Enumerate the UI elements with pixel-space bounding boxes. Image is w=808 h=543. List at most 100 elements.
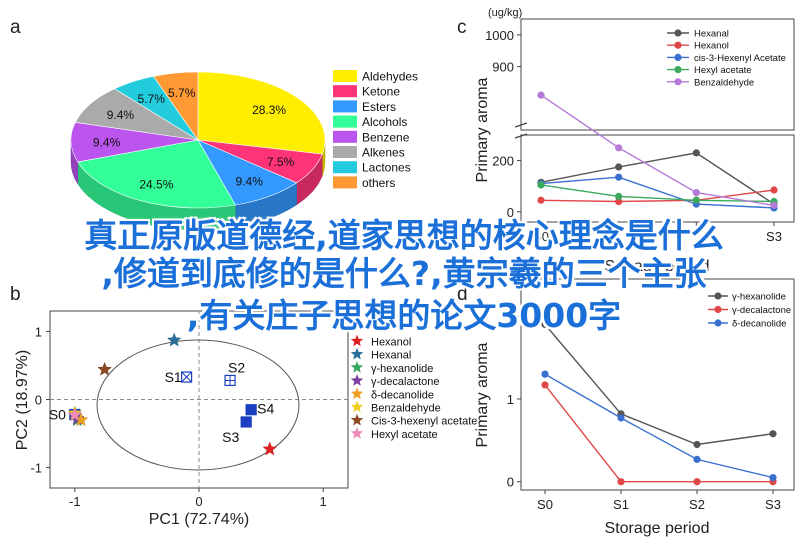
pie-label-esters: 9.4% <box>236 175 264 189</box>
d-point-2-0 <box>541 370 549 378</box>
pie-slice-labels: 28.3%7.5%9.4%24.5%9.4%9.4%5.7% 5.7% <box>93 86 295 192</box>
sample-label-s3: S3 <box>222 429 239 445</box>
line-chart-d: 0 1 2 S0 S1 S2 S3 γ-hexanolide γ-decalactone δ-d… <box>474 278 795 537</box>
d-point-2-2 <box>693 455 701 463</box>
c-point-0-1 <box>615 163 623 171</box>
pca-ytick-label: 1 <box>35 324 42 339</box>
line-chart-c: (ug/kg) 1000 900 200 0 S0 S3 HexanalHexanolci… <box>474 7 795 275</box>
legend-label-alcohols: Alcohols <box>362 115 407 129</box>
c-legend-label-4: Benzaldehyde <box>694 77 754 88</box>
c-ytick-label: 1000 <box>485 28 514 43</box>
d-point-1-2 <box>693 478 701 486</box>
overlay-headline-line-3: ,有关庄子思想的论文3000字 <box>186 296 622 335</box>
pca-ytick-label: 0 <box>35 393 42 408</box>
pca-legend-label-3: γ-decalactone <box>371 376 440 388</box>
pca-xtick-label: 1 <box>320 494 327 509</box>
pca-ylabel: PC2 (18.97%) <box>14 350 31 451</box>
c-ytick-label: 200 <box>492 154 514 169</box>
d-legend-label-2: δ-decanolide <box>732 319 786 330</box>
c-point-0-2 <box>692 149 700 157</box>
chart-c-frame-lower <box>520 134 795 223</box>
pie-label-lactones: 5.7% <box>138 92 166 106</box>
pie-top-face <box>70 71 326 209</box>
pca-legend-star-2 <box>350 360 364 373</box>
legend-swatch-aldehydes <box>333 70 357 82</box>
d-point-0-0 <box>541 320 549 329</box>
legend-swatch-lactones <box>333 161 357 174</box>
sample-label-s0: S0 <box>49 406 66 422</box>
c-point-3-1 <box>615 192 623 201</box>
c-point-1-3 <box>770 186 778 194</box>
pca-xlabel: PC1 (72.74%) <box>149 511 250 528</box>
c-legend-label-0: Hexanal <box>694 29 729 40</box>
overlay-headline-line-1: 真正原版道德经,道家思想的核心理念是什么 <box>84 216 724 255</box>
d-legend-marker-1 <box>714 305 722 314</box>
d-point-0-2 <box>693 440 701 449</box>
sample-label-s2: S2 <box>228 359 245 375</box>
d-point-1-0 <box>541 381 549 389</box>
d-series-line-2 <box>544 373 774 479</box>
overlay-headline-line-2: ,修道到底修的是什么?,黄宗羲的三个主张 <box>101 254 707 293</box>
d-xtick-label: S1 <box>613 497 629 512</box>
c-point-1-0 <box>537 196 545 204</box>
pca-legend-label-5: Benzaldehyde <box>371 403 441 415</box>
c-legend-marker-0 <box>674 29 682 37</box>
c-ytick-label: 0 <box>507 205 514 220</box>
c-point-4-2 <box>692 188 700 197</box>
chart-d-frame <box>520 278 795 491</box>
legend-label-ketone: Ketone <box>362 85 400 99</box>
star-marker-7 <box>67 407 83 422</box>
star-marker-6 <box>97 361 112 376</box>
chart-c-axes: 1000 900 200 0 S0 S3 <box>485 28 782 244</box>
pie-side-wall <box>70 139 326 231</box>
pca-legend-label-6: Cis-3-hexenyl acetate <box>371 416 477 428</box>
c-series-line-3 <box>540 184 775 203</box>
c-xtick-label: S0 <box>533 229 549 244</box>
star-marker-1 <box>166 332 182 347</box>
pca-points: S0 S1 S2 S3 S4 <box>49 332 278 456</box>
c-point-4-0 <box>537 91 545 99</box>
d-series-line-1 <box>544 384 773 483</box>
pca-legend-star-7 <box>350 426 364 439</box>
c-series-line-0 <box>540 152 775 205</box>
sample-marker-grid <box>225 375 236 386</box>
pie-label-ketone: 7.5% <box>267 155 295 169</box>
chart-c-series <box>537 91 778 212</box>
legend-label-benzene: Benzene <box>362 130 410 144</box>
c-point-3-0 <box>537 181 545 189</box>
c-series-line-1 <box>540 189 775 203</box>
pca-xtick-label: 0 <box>195 494 202 509</box>
c-xtick-label: S3 <box>766 229 782 244</box>
d-point-2-1 <box>617 414 625 422</box>
axis-break-mark <box>514 122 528 139</box>
sample-marker-cross <box>181 371 192 383</box>
pca-ytick-label: -1 <box>30 461 42 476</box>
legend-swatch-esters <box>333 100 357 113</box>
c-legend-label-3: Hexyl acetate <box>694 65 752 76</box>
pca-legend-star-5 <box>350 400 364 413</box>
pca-legend-label-1: Hexanal <box>371 350 411 362</box>
c-series-line-4 <box>540 94 775 207</box>
d-point-0-3 <box>769 430 777 438</box>
d-point-1-1 <box>617 478 625 486</box>
pie-label-others: 5.7% <box>168 86 196 100</box>
c-point-4-3 <box>770 201 778 209</box>
pca-legend: HexanolHexanalγ-hexanolideγ-decalactoneδ… <box>350 334 477 441</box>
legend-label-aldehydes: Aldehydes <box>362 70 418 84</box>
chart-d-axes: 0 1 2 S0 S1 S2 S3 <box>507 309 781 512</box>
pca-xtick-label: -1 <box>69 494 81 509</box>
c-ytick-label: 900 <box>492 60 514 75</box>
c-series-line-2 <box>540 176 775 209</box>
pie-slice-aldehydes <box>197 71 326 155</box>
pca-legend-star-0 <box>350 334 364 347</box>
c-point-4-1 <box>615 144 623 152</box>
chart-d-legend: γ-hexanolide γ-decalactone δ-decanolide <box>708 292 791 330</box>
panel-letter-b: b <box>10 284 21 305</box>
pca-legend-label-4: δ-decanolide <box>371 389 434 401</box>
pie-label-aldehydes: 28.3% <box>252 103 286 117</box>
panel-letter-d: d <box>457 284 468 305</box>
pie-label-benzene: 9.4% <box>93 136 121 150</box>
